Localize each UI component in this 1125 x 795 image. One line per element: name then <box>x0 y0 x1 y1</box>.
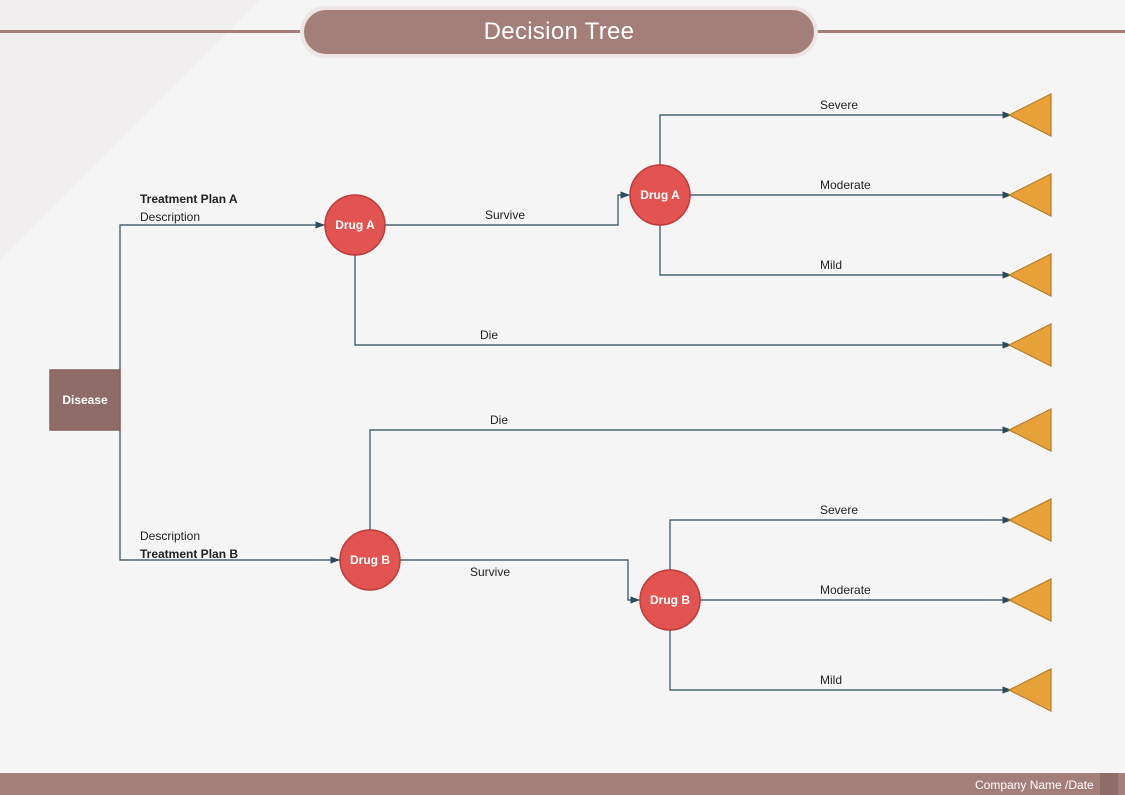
root-node-label: Disease <box>62 393 108 407</box>
edge-label: Description <box>140 210 200 224</box>
tree-edge <box>370 430 1012 530</box>
terminal-node <box>1009 254 1051 296</box>
edge-label: Severe <box>820 503 858 517</box>
footer-text: Company Name /Date <box>975 778 1094 792</box>
terminal-node <box>1009 94 1051 136</box>
decision-tree-svg: Disease Drug A Drug A Drug B Drug B Treatment… <box>0 0 1125 795</box>
edge-label: Treatment Plan A <box>140 192 238 206</box>
chance-node-label: Drug A <box>335 218 375 232</box>
tree-edge <box>355 255 1012 345</box>
edge-label: Treatment Plan B <box>140 547 238 561</box>
terminal-node <box>1009 669 1051 711</box>
tree-edge <box>120 225 325 400</box>
terminal-node <box>1009 499 1051 541</box>
edge-label: Die <box>490 413 508 427</box>
edge-label: Moderate <box>820 178 871 192</box>
edge-label: Survive <box>470 565 510 579</box>
edge-label: Survive <box>485 208 525 222</box>
edge-label: Moderate <box>820 583 871 597</box>
terminal-node <box>1009 174 1051 216</box>
diagram-canvas: Decision Tree DiseaseDrug ADrug ADrug BD… <box>0 0 1125 795</box>
chance-node-label: Drug B <box>650 593 690 607</box>
edge-label: Mild <box>820 258 842 272</box>
edge-label: Mild <box>820 673 842 687</box>
terminal-node <box>1009 579 1051 621</box>
terminal-node <box>1009 324 1051 366</box>
footer-accent-block <box>1100 773 1118 795</box>
footer-bar <box>0 773 1125 795</box>
tree-edge <box>400 560 640 600</box>
edge-label: Die <box>480 328 498 342</box>
edge-label: Description <box>140 529 200 543</box>
chance-node-label: Drug A <box>640 188 680 202</box>
chance-node-label: Drug B <box>350 553 390 567</box>
tree-edge <box>670 520 1012 570</box>
tree-edge <box>660 115 1012 165</box>
edge-label: Severe <box>820 98 858 112</box>
terminal-node <box>1009 409 1051 451</box>
